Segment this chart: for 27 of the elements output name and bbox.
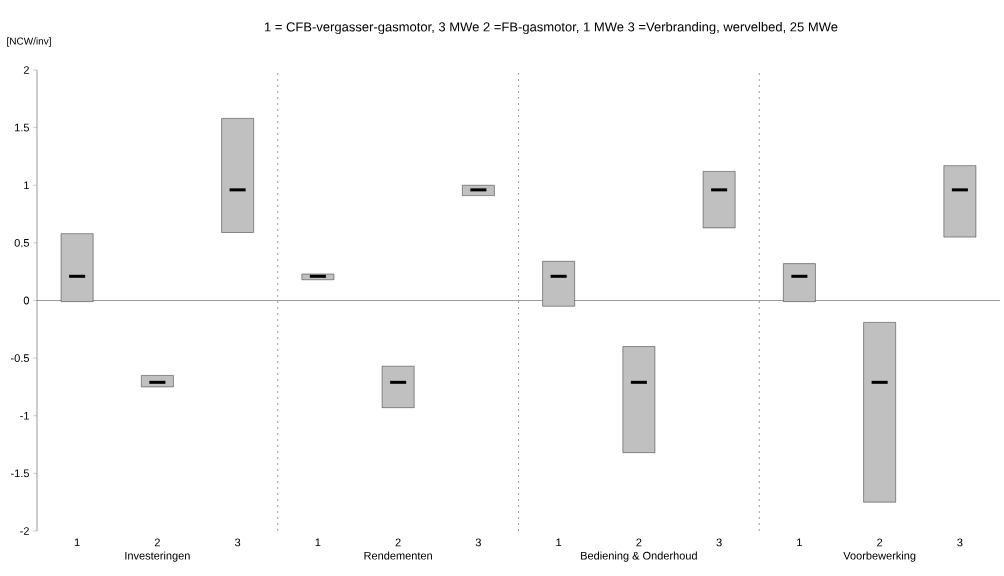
chart-title: 1 = CFB-vergasser-gasmotor, 3 MWe 2 =FB-gasmotor, 1 MWe 3 =Verbranding, wervelbed, 25 MWe	[264, 21, 838, 35]
y-tick-label: -0.5	[11, 354, 29, 363]
y-tick-label: 0	[23, 296, 30, 305]
x-tick-label: 2	[395, 538, 401, 547]
x-tick-label: 2	[877, 538, 883, 547]
x-tick-label: 1	[315, 538, 321, 547]
x-tick-label: 3	[475, 538, 481, 547]
text: Voorbewerking	[843, 551, 916, 562]
x-tick-label: 2	[154, 538, 160, 547]
text: Bediening & Onderhoud	[581, 551, 697, 562]
x-tick-label: 1	[74, 538, 80, 547]
y-tick-label: -2	[20, 527, 29, 535]
x-tick-label: 3	[957, 538, 963, 547]
x-tick-label: 1	[797, 538, 802, 547]
y-tick-label: 2	[23, 66, 29, 74]
x-tick-label: 2	[636, 538, 642, 547]
text: Investeringen	[125, 551, 190, 562]
y-tick-label: 1	[24, 181, 29, 190]
text: [NCW/inv]	[7, 37, 51, 47]
y-tick-label: 0.5	[14, 238, 29, 247]
y-tick-label: 1.5	[15, 123, 29, 132]
x-tick-label: 1	[556, 538, 562, 547]
y-tick-label: -1	[20, 411, 29, 420]
x-tick-label: 3	[716, 538, 722, 547]
text: Rendementen	[364, 551, 432, 560]
y-tick-label: -1.5	[11, 469, 29, 478]
x-tick-label: 3	[234, 538, 241, 547]
